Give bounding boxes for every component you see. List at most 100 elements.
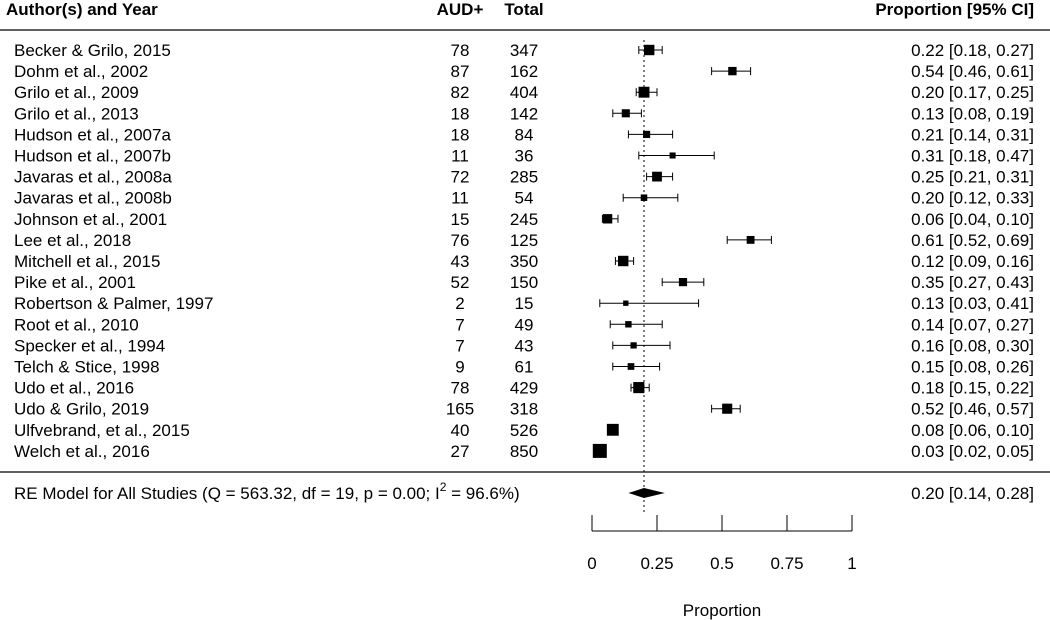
study-row: Telch & Stice, 1998 9 61 0.15 [0.08, 0.26] <box>14 358 1034 377</box>
study-label: Robertson & Palmer, 1997 <box>14 294 213 313</box>
study-events: 52 <box>451 273 470 292</box>
study-events: 7 <box>455 336 464 355</box>
study-total: 54 <box>515 189 534 208</box>
study-total: 526 <box>510 421 538 440</box>
study-ci-text: 0.14 [0.07, 0.27] <box>911 315 1034 334</box>
study-label: Javaras et al., 2008a <box>14 168 172 187</box>
study-events: 18 <box>451 104 470 123</box>
study-label: Specker et al., 1994 <box>14 336 165 355</box>
summary-label-superscript: 2 <box>440 480 447 494</box>
point-estimate <box>746 235 755 244</box>
study-ci-text: 0.54 [0.46, 0.61] <box>911 62 1034 81</box>
point-estimate <box>617 255 629 267</box>
study-total: 285 <box>510 168 538 187</box>
study-ci-text: 0.20 [0.12, 0.33] <box>911 189 1034 208</box>
study-row: Becker & Grilo, 2015 78 347 0.22 [0.18, 0.2… <box>14 41 1034 60</box>
study-events: 9 <box>455 358 464 377</box>
summary-ci-text: 0.20 [0.14, 0.28] <box>911 484 1034 503</box>
study-ci-text: 0.13 [0.03, 0.41] <box>911 294 1034 313</box>
study-row: Robertson & Palmer, 1997 2 15 0.13 [0.03, 0… <box>14 294 1034 313</box>
study-total: 84 <box>515 125 534 144</box>
study-events: 76 <box>451 231 470 250</box>
point-estimate <box>644 44 655 56</box>
study-label: Grilo et al., 2009 <box>14 83 139 102</box>
study-total: 125 <box>510 231 538 250</box>
x-axis-tick-label: 0.75 <box>770 554 803 573</box>
study-events: 78 <box>451 379 470 398</box>
study-ci-text: 0.20 [0.17, 0.25] <box>911 83 1034 102</box>
study-label: Pike et al., 2001 <box>14 273 136 292</box>
study-label: Dohm et al., 2002 <box>14 62 148 81</box>
study-row: Pike et al., 2001 52 150 0.35 [0.27, 0.43] <box>14 273 1034 292</box>
study-total: 49 <box>515 315 534 334</box>
study-row: Grilo et al., 2009 82 404 0.20 [0.17, 0.25] <box>14 83 1034 102</box>
x-axis-tick-label: 0.5 <box>710 554 734 573</box>
study-ci-text: 0.16 [0.08, 0.30] <box>911 336 1034 355</box>
summary-label: RE Model for All Studies (Q = 563.32, df… <box>14 480 520 503</box>
point-estimate <box>602 214 613 224</box>
header-events: AUD+ <box>437 0 484 19</box>
study-label: Root et al., 2010 <box>14 315 139 334</box>
study-label: Hudson et al., 2007b <box>14 147 171 166</box>
study-total: 142 <box>510 104 538 123</box>
x-axis-tick-label: 1 <box>847 554 856 573</box>
study-total: 36 <box>515 147 534 166</box>
point-estimate <box>722 403 733 414</box>
study-total: 404 <box>510 83 538 102</box>
study-label: Grilo et al., 2013 <box>14 104 139 123</box>
study-row: Udo et al., 2016 78 429 0.18 [0.15, 0.22] <box>14 379 1034 398</box>
study-events: 11 <box>451 147 469 166</box>
point-estimate <box>638 86 650 98</box>
study-row: Johnson et al., 2001 15 245 0.06 [0.04, 0.1… <box>14 210 1034 229</box>
study-total: 150 <box>510 273 538 292</box>
point-estimate <box>625 321 632 328</box>
point-estimate <box>627 363 635 370</box>
point-estimate <box>623 300 629 306</box>
study-row: Udo & Grilo, 2019 165 318 0.52 [0.46, 0.57] <box>14 400 1034 419</box>
x-axis-tick-label: 0 <box>587 554 596 573</box>
study-row: Mitchell et al., 2015 43 350 0.12 [0.09, 0.… <box>14 252 1034 271</box>
study-ci-text: 0.12 [0.09, 0.16] <box>911 252 1034 271</box>
study-row: Hudson et al., 2007b 11 36 0.31 [0.18, 0.47… <box>14 147 1034 166</box>
study-ci-text: 0.21 [0.14, 0.31] <box>911 125 1034 144</box>
study-ci-text: 0.08 [0.06, 0.10] <box>911 421 1034 440</box>
study-row: Root et al., 2010 7 49 0.14 [0.07, 0.27] <box>14 315 1034 334</box>
study-row: Javaras et al., 2008b 11 54 0.20 [0.12, 0.3… <box>14 189 1034 208</box>
study-events: 40 <box>451 421 470 440</box>
study-label: Javaras et al., 2008b <box>14 189 172 208</box>
point-estimate <box>643 130 651 138</box>
study-label: Telch & Stice, 1998 <box>14 358 160 377</box>
study-ci-text: 0.52 [0.46, 0.57] <box>911 400 1034 419</box>
study-events: 18 <box>451 125 470 144</box>
point-estimate <box>678 277 688 287</box>
study-events: 78 <box>451 41 470 60</box>
study-row: Specker et al., 1994 7 43 0.16 [0.08, 0.30] <box>14 336 1034 355</box>
study-events: 82 <box>451 83 470 102</box>
x-axis-tick-label: 0.25 <box>640 554 673 573</box>
point-estimate <box>652 171 662 182</box>
study-total: 318 <box>510 400 538 419</box>
study-row: Dohm et al., 2002 87 162 0.54 [0.46, 0.61] <box>14 62 1034 81</box>
header-total: Total <box>504 0 543 19</box>
study-total: 15 <box>515 294 534 313</box>
study-rows: Becker & Grilo, 2015 78 347 0.22 [0.18, 0.2… <box>14 41 1034 461</box>
study-events: 27 <box>451 442 470 461</box>
study-ci-text: 0.06 [0.04, 0.10] <box>911 210 1034 229</box>
study-total: 162 <box>510 62 538 81</box>
study-label: Johnson et al., 2001 <box>14 210 167 229</box>
summary-label-text: RE Model for All Studies (Q = 563.32, df… <box>14 484 440 503</box>
study-total: 245 <box>510 210 538 229</box>
summary-label-suffix: = 96.6%) <box>446 484 519 503</box>
study-events: 2 <box>455 294 464 313</box>
study-events: 43 <box>451 252 470 271</box>
study-ci-text: 0.18 [0.15, 0.22] <box>911 379 1034 398</box>
study-ci-text: 0.61 [0.52, 0.69] <box>911 231 1034 250</box>
study-events: 15 <box>451 210 470 229</box>
study-ci-text: 0.03 [0.02, 0.05] <box>911 442 1034 461</box>
study-total: 61 <box>515 358 534 377</box>
point-estimate <box>630 342 637 349</box>
study-events: 165 <box>446 400 474 419</box>
study-events: 72 <box>451 168 470 187</box>
study-ci-text: 0.15 [0.08, 0.26] <box>911 358 1034 377</box>
